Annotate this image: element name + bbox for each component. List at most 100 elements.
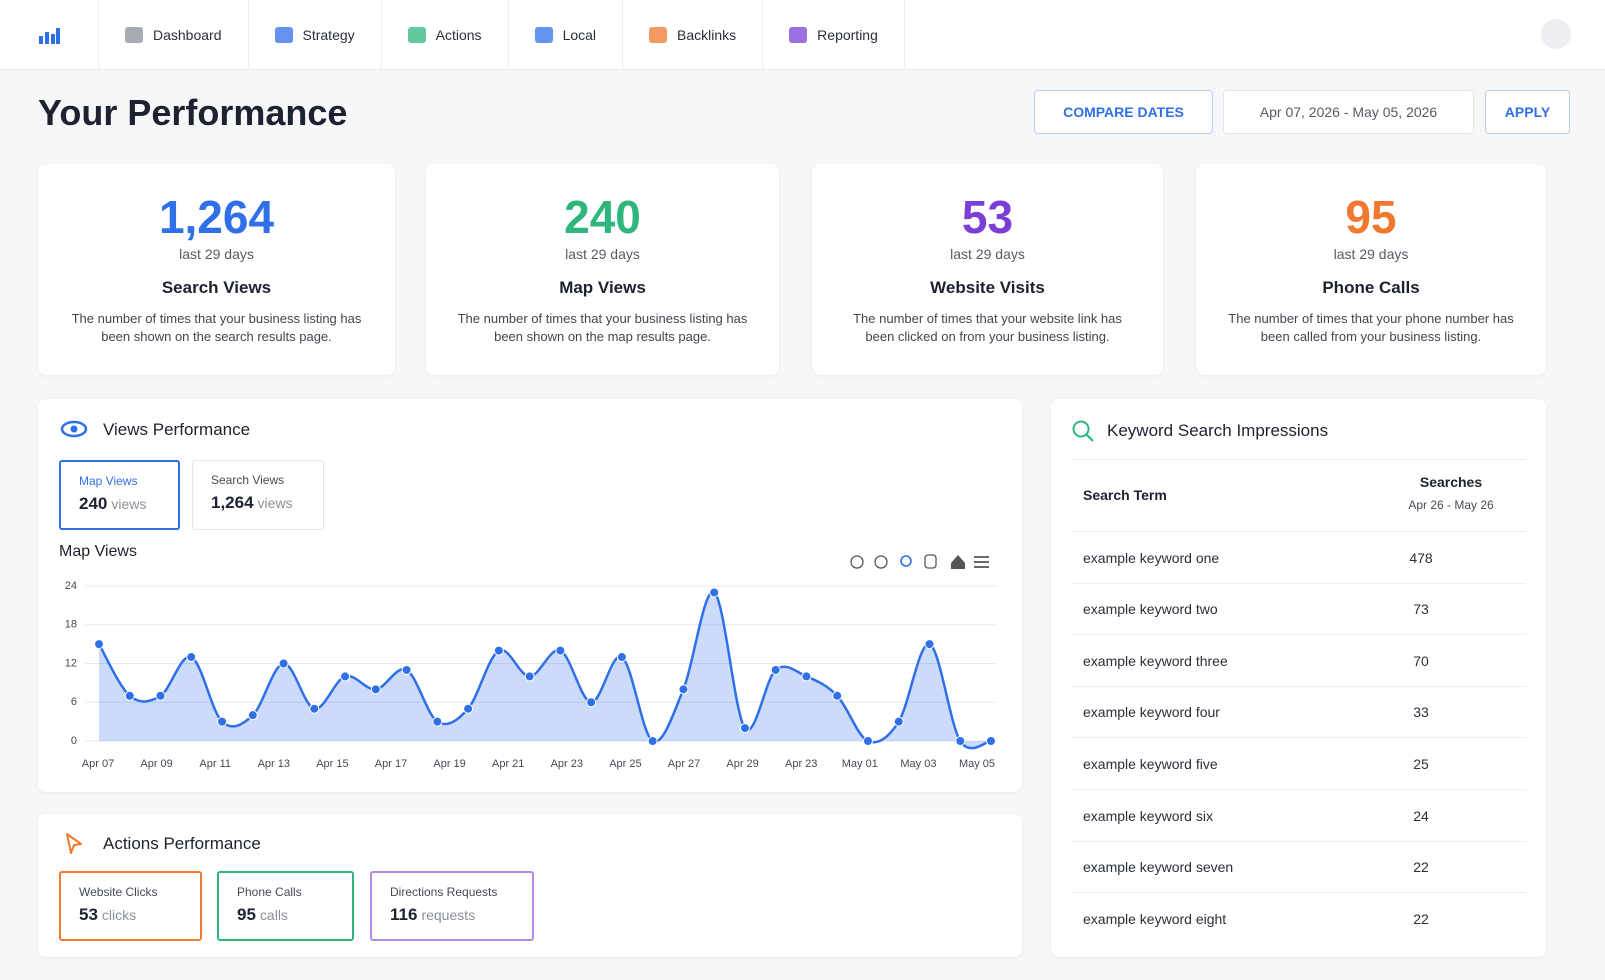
tab-number: 1,264 [211,493,254,512]
stat-period: last 29 days [950,246,1025,262]
pan[interactable] [924,554,937,569]
x-tick-label: Apr 07 [82,758,114,770]
card-title: Actions Performance [103,834,261,853]
zoom-select[interactable] [900,555,912,567]
point [524,671,535,682]
tab-label: Website Clicks [79,885,158,899]
compare-dates-button[interactable]: COMPARE DATES [1034,90,1213,134]
nav-label: Backlinks [677,26,737,43]
tab[interactable]: Map Views 240 views [59,460,180,530]
keyword-row: example keyword eight 22 [1071,892,1526,944]
x-tick-label: Apr 23 [551,758,583,770]
tab-unit: calls [259,907,288,923]
nav-item[interactable]: Strategy [249,0,382,69]
tab[interactable]: Phone Calls 95 calls [217,871,354,941]
point [94,639,104,650]
tab[interactable]: Website Clicks 53 clicks [59,871,202,941]
keyword-row: example keyword five 25 [1071,737,1526,789]
y-tick-label: 0 [71,735,77,747]
tab-label: Directions Requests [390,885,498,899]
point [217,716,228,727]
stat-period: last 29 days [179,246,254,262]
tab-value: 53 clicks [79,905,182,925]
point [493,645,504,656]
point [309,703,320,714]
stat-card: 1,264 last 29 days Search Views The number … [38,164,395,375]
tab-label: Phone Calls [237,885,302,899]
point [247,710,258,721]
stat-value: 1,264 [158,191,275,243]
tab[interactable]: Directions Requests 116 requests [370,871,534,941]
x-tick-label: Apr 09 [140,758,172,770]
keyword-count: 24 [1413,807,1429,824]
keyword-count: 478 [1409,549,1433,566]
x-tick-label: Apr 29 [726,758,758,770]
nav-icon [789,26,808,43]
date-range-picker[interactable]: Apr 07, 2026 - May 05, 2026 [1223,90,1474,134]
keyword-row: example keyword three 70 [1071,634,1526,686]
tab-unit: views [257,495,293,511]
nav-label: Strategy [302,26,355,43]
x-tick-label: Apr 17 [375,758,407,770]
card-title: Views Performance [103,420,251,439]
column-header: Search Term [1083,487,1167,503]
logo-icon [39,27,60,44]
nav-item[interactable]: Actions [382,0,509,69]
keyword-term: example keyword three [1083,652,1228,669]
x-tick-label: May 01 [842,758,878,770]
stat-description: The number of times that your business l… [71,311,362,344]
point [986,736,996,746]
nav-item[interactable]: Reporting [763,0,905,69]
nav-icon [407,26,426,43]
y-tick-label: 18 [65,619,77,631]
x-tick-label: Apr 21 [492,758,524,770]
zoom-in[interactable] [850,555,864,569]
x-tick-label: May 03 [900,758,936,770]
nav-item[interactable]: Local [509,0,624,69]
y-tick-label: 12 [65,657,77,669]
point [616,652,627,663]
point [862,736,873,746]
point [278,658,289,669]
nav-icon [534,26,553,43]
tab-number: 116 [390,905,418,924]
stat-card: 240 last 29 days Map Views The number of ti… [426,164,779,375]
reset[interactable] [951,555,965,569]
keyword-term: example keyword five [1083,755,1218,772]
nav-item[interactable]: Dashboard [99,0,249,69]
point [893,716,904,727]
nav-label: Reporting [817,26,878,43]
tab-unit: requests [421,907,476,923]
chart-toolbar [850,554,989,569]
nav-item[interactable]: Backlinks [623,0,764,69]
tab[interactable]: Search Views 1,264 views [192,460,324,530]
tab-value: 116 requests [390,905,514,925]
point [647,736,658,746]
zoom-out[interactable] [874,555,888,569]
keyword-count: 22 [1413,910,1429,927]
tab-number: 53 [79,905,98,924]
user-avatar[interactable] [1541,19,1571,49]
point [678,684,689,695]
button-label: COMPARE DATES [1063,104,1184,120]
keywords-card: Keyword Search Impressions Search Term S… [1051,399,1546,957]
apply-button[interactable]: APPLY [1485,90,1570,134]
point [155,690,166,701]
point [709,587,720,598]
x-tick-label: Apr 19 [433,758,465,770]
stat-period: last 29 days [565,246,640,262]
keyword-count: 33 [1413,704,1429,721]
keyword-count: 70 [1413,652,1429,669]
stat-card: 95 last 29 days Phone Calls The number of t… [1196,164,1546,375]
tab-number: 95 [237,905,256,924]
keyword-count: 22 [1413,859,1429,876]
keyword-term: example keyword one [1083,549,1220,566]
area [99,592,991,749]
keyword-term: example keyword two [1083,601,1218,618]
y-tick-label: 6 [71,696,77,708]
logo[interactable] [0,0,99,69]
menu[interactable] [974,556,989,568]
keyword-row: example keyword seven 22 [1071,840,1526,893]
chart-title: Map Views [59,543,137,560]
tab-number: 240 [79,494,108,513]
